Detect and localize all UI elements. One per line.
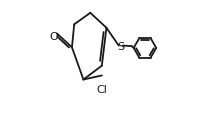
Text: S: S bbox=[117, 41, 124, 51]
Text: Cl: Cl bbox=[96, 84, 107, 94]
Text: O: O bbox=[49, 32, 58, 42]
